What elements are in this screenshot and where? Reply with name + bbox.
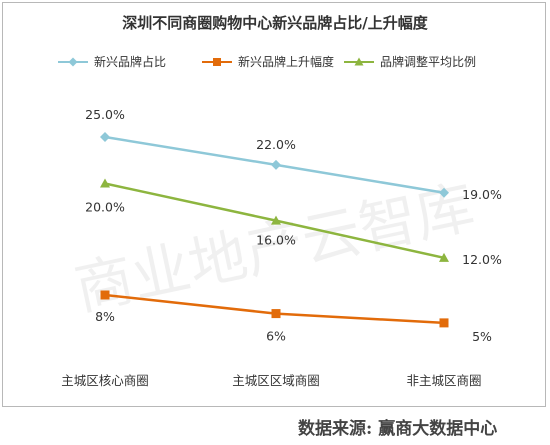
- source-value: 赢商大数据中心: [378, 419, 498, 439]
- legend-marker-1: [68, 57, 78, 67]
- data-point-1-1: [100, 132, 110, 142]
- chart-title: 深圳不同商圈购物中心新兴品牌占比/上升幅度: [122, 14, 428, 32]
- data-label-1-1: 25.0%: [85, 107, 125, 122]
- category-label-2: 主城区区域商圈: [232, 373, 320, 388]
- chart-frame: [2, 2, 546, 407]
- data-label-1-3: 19.0%: [462, 187, 502, 202]
- data-label-3-2: 16.0%: [256, 233, 296, 248]
- watermark-text: 商业地产云智库: [69, 173, 480, 324]
- legend-label-3: 品牌调整平均比例: [380, 54, 476, 69]
- data-label-3-1: 20.0%: [85, 199, 125, 214]
- data-point-3-3: [439, 252, 449, 262]
- legend-marker-2: [213, 58, 221, 66]
- category-label-1: 主城区核心商圈: [61, 373, 149, 388]
- category-axis: 主城区核心商圈 主城区区域商圈 非主城区商圈: [61, 373, 481, 388]
- data-source: 数据来源: 赢商大数据中心: [298, 414, 497, 439]
- data-label-2-2: 6%: [266, 329, 286, 344]
- data-point-2-3: [439, 318, 449, 328]
- data-label-1-2: 22.0%: [256, 137, 296, 152]
- data-point-3-2: [271, 215, 281, 225]
- category-label-3: 非主城区商圈: [406, 373, 481, 388]
- legend-label-1: 新兴品牌占比: [94, 54, 166, 69]
- data-point-1-2: [271, 159, 281, 170]
- data-point-2-1: [100, 290, 110, 300]
- plot-area: 25.0% 22.0% 19.0% 8% 6% 5% 20.0% 16.0% 12.0%: [85, 107, 502, 344]
- data-point-1-3: [439, 187, 449, 198]
- source-label: 数据来源:: [298, 419, 373, 439]
- legend-marker-3: [354, 57, 364, 66]
- data-label-2-3: 5%: [472, 329, 492, 344]
- legend-label-2: 新兴品牌上升幅度: [238, 54, 334, 69]
- data-point-2-2: [271, 309, 281, 319]
- data-label-3-3: 12.0%: [462, 252, 502, 267]
- legend: 新兴品牌占比 新兴品牌上升幅度 品牌调整平均比例: [58, 54, 476, 69]
- data-point-3-1: [100, 178, 110, 188]
- data-label-2-1: 8%: [95, 309, 115, 324]
